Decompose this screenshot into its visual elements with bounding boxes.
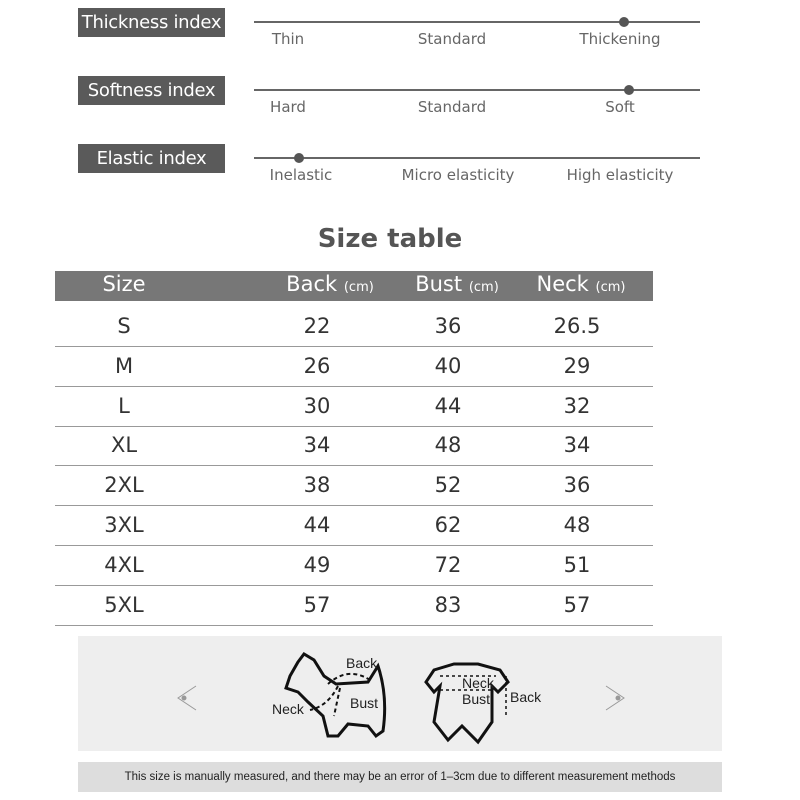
table-row: S 22 36 26.5 (55, 306, 653, 347)
table-cell: 26.5 (553, 314, 601, 338)
index-level-marker (623, 85, 634, 95)
table-cell: 3XL (104, 513, 144, 537)
table-row: 2XL 38 52 36 (55, 465, 653, 507)
table-cell: 52 (434, 473, 462, 498)
table-row: XL 34 48 34 (55, 425, 653, 467)
index-thickness: Thickness index Thin Standard Thickening (0, 8, 800, 68)
index-scale-line (254, 21, 700, 23)
index-option: Thin (271, 30, 305, 48)
table-cell: 4XL (104, 552, 144, 577)
garment-neck-label: Neck (462, 675, 495, 691)
measurement-note: This size is manually measured, and ther… (78, 762, 722, 792)
table-cell: 48 (434, 433, 462, 458)
index-option: Standard (417, 98, 487, 116)
garment-bust-label: Bust (462, 691, 490, 707)
header-bust: Bust (cm) (415, 272, 499, 296)
size-table-title: Size table (317, 224, 463, 254)
dog-bust-label: Bust (350, 695, 378, 711)
table-cell: L (118, 393, 130, 418)
index-level-marker (293, 153, 304, 163)
size-table-header: Size Back (cm) Bust (cm) Neck (cm) (55, 271, 653, 301)
table-cell: 36 (434, 314, 462, 338)
index-option: Inelastic (269, 166, 333, 184)
header-size: Size (102, 272, 146, 296)
table-cell: 36 (563, 473, 591, 498)
table-cell: 62 (434, 513, 462, 537)
table-cell: 44 (434, 393, 462, 418)
table-row: 4XL 49 72 51 (55, 545, 653, 586)
table-cell: 72 (434, 552, 462, 577)
table-cell: 83 (434, 592, 462, 617)
table-row: M 26 40 29 (55, 346, 653, 387)
table-cell: 57 (303, 592, 331, 617)
table-cell: 49 (303, 552, 331, 577)
table-cell: 57 (563, 592, 591, 617)
index-label: Thickness index (78, 8, 225, 37)
table-cell: 26 (303, 353, 331, 378)
table-cell: S (117, 314, 131, 338)
table-cell: 30 (303, 393, 331, 418)
index-option: High elasticity (566, 166, 674, 184)
dog-back-label: Back (346, 655, 378, 671)
table-row: L 30 44 32 (55, 386, 653, 427)
table-cell: M (114, 353, 134, 378)
dog-neck-label: Neck (272, 701, 305, 717)
table-cell: 34 (303, 433, 331, 458)
index-option: Soft (605, 98, 635, 116)
table-cell: 5XL (104, 592, 144, 617)
table-cell: XL (110, 433, 138, 458)
index-level-marker (619, 17, 630, 27)
header-back: Back (cm) (286, 272, 374, 296)
index-scale-line (254, 157, 700, 159)
garment-outline-icon (424, 662, 510, 745)
table-cell: 34 (563, 433, 591, 458)
index-option: Micro elasticity (401, 166, 515, 184)
table-cell: 22 (303, 314, 331, 338)
table-cell: 40 (434, 353, 462, 378)
index-label: Softness index (78, 76, 225, 105)
table-row: 5XL 57 83 57 (55, 585, 653, 626)
chevron-right-icon (605, 685, 625, 711)
index-option: Hard (270, 98, 306, 116)
index-option: Standard (417, 30, 487, 48)
garment-back-label: Back (510, 689, 542, 705)
table-cell: 32 (563, 393, 591, 418)
measurement-diagram: Back Neck Bust Neck Bust Back (78, 636, 722, 751)
table-cell: 44 (303, 513, 331, 537)
table-cell: 48 (563, 513, 591, 537)
index-option: Thickening (579, 30, 661, 48)
table-row: 3XL 44 62 48 (55, 505, 653, 546)
table-cell: 29 (563, 353, 591, 378)
index-label: Elastic index (78, 144, 225, 173)
table-cell: 51 (563, 552, 591, 577)
dog-outline-icon (284, 652, 387, 739)
index-softness: Softness index Hard Standard Soft (0, 76, 800, 136)
header-neck: Neck (cm) (536, 272, 626, 296)
chevron-left-icon (177, 685, 197, 711)
index-elastic: Elastic index Inelastic Micro elasticity H… (0, 144, 800, 204)
table-cell: 38 (303, 473, 331, 498)
index-scale-line (254, 89, 700, 91)
table-cell: 2XL (104, 473, 144, 498)
